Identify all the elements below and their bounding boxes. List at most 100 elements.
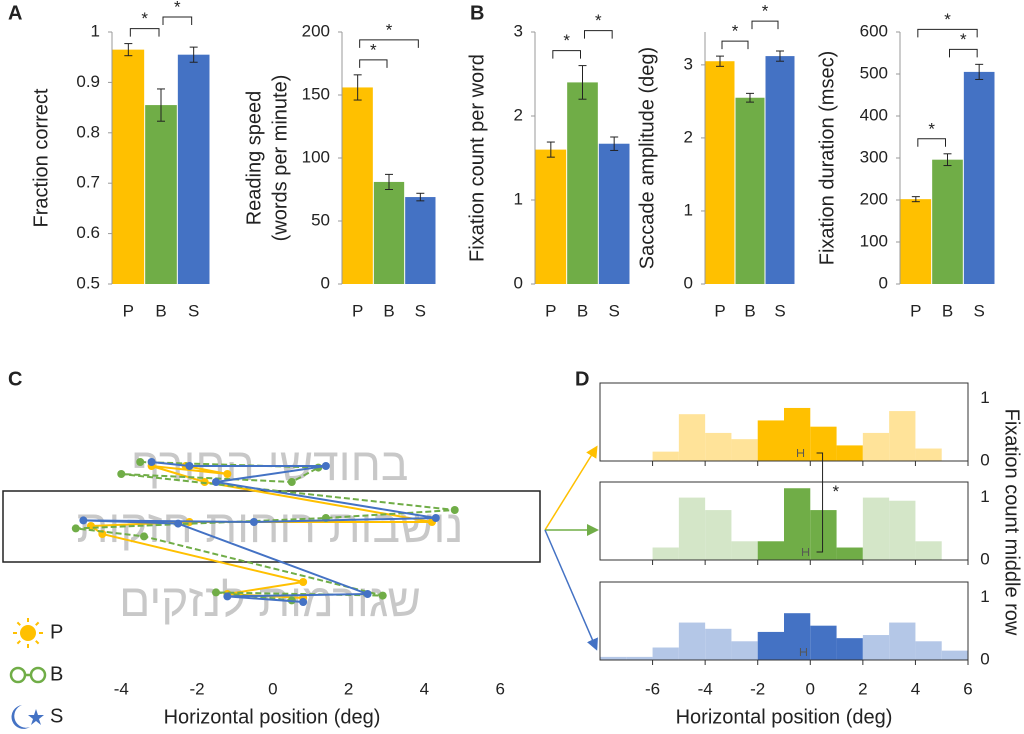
hist-bar [915, 448, 942, 461]
legend-label: P [50, 621, 63, 643]
y-tick-label: 3 [514, 21, 523, 40]
arrow [544, 445, 598, 531]
sun-ray [16, 621, 21, 626]
y-tick-label: 1 [91, 21, 100, 40]
legend-icon [9, 666, 47, 684]
legend-label: B [50, 663, 63, 685]
mean-marker [797, 449, 805, 457]
y-tick-label: 2 [684, 127, 693, 146]
hist-bar [678, 414, 706, 461]
legend-label: S [50, 705, 63, 727]
bar [112, 49, 145, 284]
sun-ray [35, 640, 40, 645]
bar [145, 105, 177, 284]
significance-label: * [833, 482, 840, 501]
bar [405, 197, 436, 284]
significance-bracket [584, 30, 613, 39]
hist-bar [600, 656, 627, 660]
hist-bar [678, 497, 706, 560]
hist-bar [731, 541, 758, 560]
bar [373, 181, 405, 284]
fixation [223, 592, 232, 601]
fixation [223, 470, 232, 478]
significance-label: * [928, 119, 935, 138]
y-tick-label: 0.9 [76, 72, 100, 91]
fixation [431, 514, 440, 522]
x-tick-label: S [973, 301, 984, 320]
y-tick-label: 0 [980, 450, 989, 469]
y-tick-label: 0.6 [76, 223, 100, 242]
x-tick-label: S [774, 301, 785, 320]
star [28, 709, 44, 725]
x-tick-label: 4 [911, 679, 920, 698]
hist-bar [784, 488, 811, 560]
y-tick-label: 0.8 [76, 122, 100, 141]
hist-bar [915, 541, 942, 560]
fixation [378, 591, 387, 600]
bar [932, 159, 963, 284]
sun-ray [16, 640, 21, 645]
fixation [299, 598, 308, 606]
panel-frame [599, 382, 969, 462]
bar [342, 87, 373, 284]
fixation [117, 470, 126, 478]
x-tick-label: B [942, 301, 953, 320]
significance-bracket [359, 59, 388, 68]
hist-bar [889, 622, 916, 660]
y-axis-label: (words per minute) [269, 75, 291, 242]
y-axis-label: Fixation count per word [466, 54, 488, 262]
significance-bracket [162, 16, 193, 25]
legend-icon [13, 618, 43, 648]
significance-label: * [944, 10, 951, 29]
x-tick-label: 0 [268, 679, 277, 698]
hist-bar [757, 420, 784, 461]
y-axis-label: Fixation count middle row [1001, 409, 1023, 636]
bar [705, 61, 735, 284]
y-tick-label: 1 [980, 487, 989, 506]
hist-bar [652, 547, 679, 560]
bar [900, 199, 932, 284]
lens [9, 666, 27, 684]
panel-label: C [8, 368, 22, 390]
hist-bar [810, 426, 837, 461]
x-tick-label: 6 [495, 679, 504, 698]
bar [735, 97, 765, 284]
y-tick-label: 3 [684, 54, 693, 73]
x-tick-label: 0 [806, 679, 815, 698]
significance-label: * [386, 20, 393, 39]
moon [11, 705, 31, 729]
x-tick-label: -2 [189, 679, 204, 698]
y-axis-label: Fraction correct [30, 88, 52, 227]
hist-bar [836, 445, 863, 461]
x-tick-label: 6 [963, 679, 972, 698]
x-tick-label: -4 [698, 679, 713, 698]
x-tick-label: P [910, 301, 921, 320]
significance-bracket [949, 48, 978, 58]
bar [535, 149, 567, 284]
y-tick-label: 0 [321, 273, 330, 292]
fixation [212, 478, 220, 486]
x-tick-label: -2 [750, 679, 765, 698]
y-tick-label: 100 [860, 231, 888, 250]
hist-bar [731, 439, 758, 461]
y-tick-label: 400 [860, 105, 888, 124]
hist-bar [862, 497, 890, 560]
hist-bar [915, 641, 942, 660]
hist-bar [626, 656, 653, 660]
y-tick-label: 300 [860, 147, 888, 166]
y-tick-label: 500 [860, 63, 888, 82]
significance-label: * [960, 30, 967, 49]
hist-bar [889, 411, 916, 461]
arrow [544, 529, 598, 651]
panel-label: D [575, 368, 589, 390]
y-tick-label: 2 [514, 105, 523, 124]
y-tick-label: 1 [684, 200, 693, 219]
hist-bar [889, 500, 916, 560]
x-tick-label: 2 [344, 679, 353, 698]
hist-bar [836, 547, 863, 560]
fixation [174, 519, 183, 528]
y-tick-label: 50 [311, 210, 330, 229]
y-tick-label: 0.7 [76, 173, 100, 192]
